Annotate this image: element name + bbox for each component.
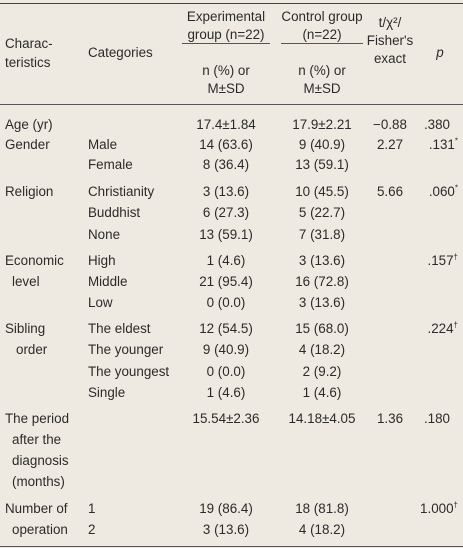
header-stat-1: t/χ²/: [378, 15, 402, 30]
religion-label: Religion: [5, 184, 54, 199]
religion-buddhist: Buddhist: [88, 205, 141, 220]
economic-label-2: level: [12, 274, 40, 289]
gender-p: .131*: [428, 136, 458, 152]
sibling-eldest-experimental: 12 (54.5): [199, 321, 253, 336]
sibling-single: Single: [88, 385, 126, 400]
header-experimental-2: group (n=22): [187, 27, 265, 42]
economic-low-experimental: 0 (0.0): [206, 295, 246, 310]
header-control-2: (n=22): [302, 27, 342, 42]
religion-stat: 5.66: [376, 184, 404, 199]
period-control: 14.18±4.05: [288, 411, 356, 426]
economic-high-control: 3 (13.6): [298, 253, 346, 268]
economic-middle: Middle: [88, 274, 128, 289]
religion-none-experimental: 13 (59.1): [199, 227, 253, 242]
sibling-label-1: Sibling: [5, 321, 46, 336]
economic-label-1: Economic: [5, 253, 64, 268]
experimental-subheader-rule: [182, 43, 270, 44]
age-experimental: 17.4±1.84: [196, 117, 256, 132]
gender-label: Gender: [5, 137, 50, 152]
operation-two-experimental: 3 (13.6): [202, 522, 250, 537]
gender-stat: 2.27: [376, 137, 404, 152]
religion-p-marker: *: [454, 183, 458, 193]
sibling-younger: The younger: [88, 342, 164, 357]
header-control-sub-1: n (%) or: [298, 63, 346, 78]
religion-buddhist-experimental: 6 (27.3): [202, 205, 250, 220]
sibling-eldest-control: 15 (68.0): [295, 321, 349, 336]
age-control: 17.9±2.21: [292, 117, 352, 132]
header-characteristics-2: teristics: [5, 55, 51, 70]
operation-p-marker: †: [453, 500, 458, 510]
operation-one-control: 18 (81.8): [295, 501, 349, 516]
economic-high-experimental: 1 (4.6): [206, 253, 246, 268]
table-bottom-rule: [0, 546, 463, 547]
religion-none-control: 7 (31.8): [298, 227, 346, 242]
sibling-youngest: The youngest: [88, 364, 170, 379]
religion-p: .060*: [428, 183, 458, 199]
sibling-younger-experimental: 9 (40.9): [202, 342, 250, 357]
economic-low: Low: [88, 295, 113, 310]
gender-male-experimental: 14 (63.6): [199, 137, 253, 152]
operation-one-experimental: 19 (86.4): [199, 501, 253, 516]
sibling-single-experimental: 1 (4.6): [206, 385, 246, 400]
operation-p: 1.000†: [420, 500, 458, 516]
period-label-3: diagnosis: [12, 453, 69, 468]
gender-female: Female: [88, 157, 133, 172]
economic-middle-experimental: 21 (95.4): [199, 274, 253, 289]
religion-christianity-control: 10 (45.5): [295, 184, 349, 199]
operation-label-2: operation: [12, 522, 68, 537]
sibling-single-control: 1 (4.6): [302, 385, 342, 400]
period-stat: 1.36: [376, 411, 404, 426]
header-experimental-sub-1: n (%) or: [202, 63, 250, 78]
header-experimental-1: Experimental: [186, 9, 266, 24]
economic-low-control: 3 (13.6): [298, 295, 346, 310]
age-p: .380: [423, 117, 450, 132]
header-categories: Categories: [88, 45, 153, 60]
period-experimental: 15.54±2.36: [192, 411, 260, 426]
control-subheader-rule: [281, 43, 363, 44]
period-p: .180: [423, 411, 450, 426]
header-stat-2: Fisher's: [366, 33, 414, 48]
sibling-youngest-control: 2 (9.2): [302, 364, 342, 379]
sibling-eldest: The eldest: [88, 321, 151, 336]
header-stat-3: exact: [373, 51, 406, 66]
table-top-rule: [0, 3, 463, 4]
age-stat: −0.88: [373, 117, 407, 132]
sibling-p-marker: †: [453, 320, 458, 330]
gender-male-control: 9 (40.9): [298, 137, 346, 152]
operation-label-1: Number of: [5, 501, 68, 516]
religion-christianity: Christianity: [88, 184, 155, 199]
economic-p-marker: †: [453, 252, 458, 262]
header-control-sub-2: M±SD: [303, 81, 341, 96]
religion-christianity-experimental: 3 (13.6): [202, 184, 250, 199]
economic-high: High: [88, 253, 116, 268]
economic-p: .157†: [427, 252, 458, 268]
operation-one: 1: [88, 501, 96, 516]
economic-middle-control: 16 (72.8): [295, 274, 349, 289]
gender-female-control: 13 (59.1): [295, 157, 349, 172]
age-label: Age (yr): [5, 117, 53, 132]
header-bottom-rule: [0, 104, 463, 105]
gender-p-marker: *: [454, 136, 458, 146]
period-label-2: after the: [12, 432, 62, 447]
sibling-p: .224†: [427, 320, 458, 336]
religion-buddhist-control: 5 (22.7): [298, 205, 346, 220]
header-experimental-sub-2: M±SD: [207, 81, 245, 96]
header-characteristics-1: Charac-: [5, 36, 53, 51]
period-label-4: (months): [12, 474, 65, 489]
header-p-value: p: [436, 45, 444, 60]
period-label-1: The period: [5, 411, 70, 426]
sibling-youngest-experimental: 0 (0.0): [206, 364, 246, 379]
sibling-label-2: order: [16, 342, 48, 357]
operation-two-control: 4 (18.2): [298, 522, 346, 537]
operation-two: 2: [88, 522, 96, 537]
religion-none: None: [88, 227, 121, 242]
gender-female-experimental: 8 (36.4): [202, 157, 250, 172]
header-control-1: Control group: [281, 9, 363, 24]
gender-male: Male: [88, 137, 118, 152]
sibling-younger-control: 4 (18.2): [298, 342, 346, 357]
